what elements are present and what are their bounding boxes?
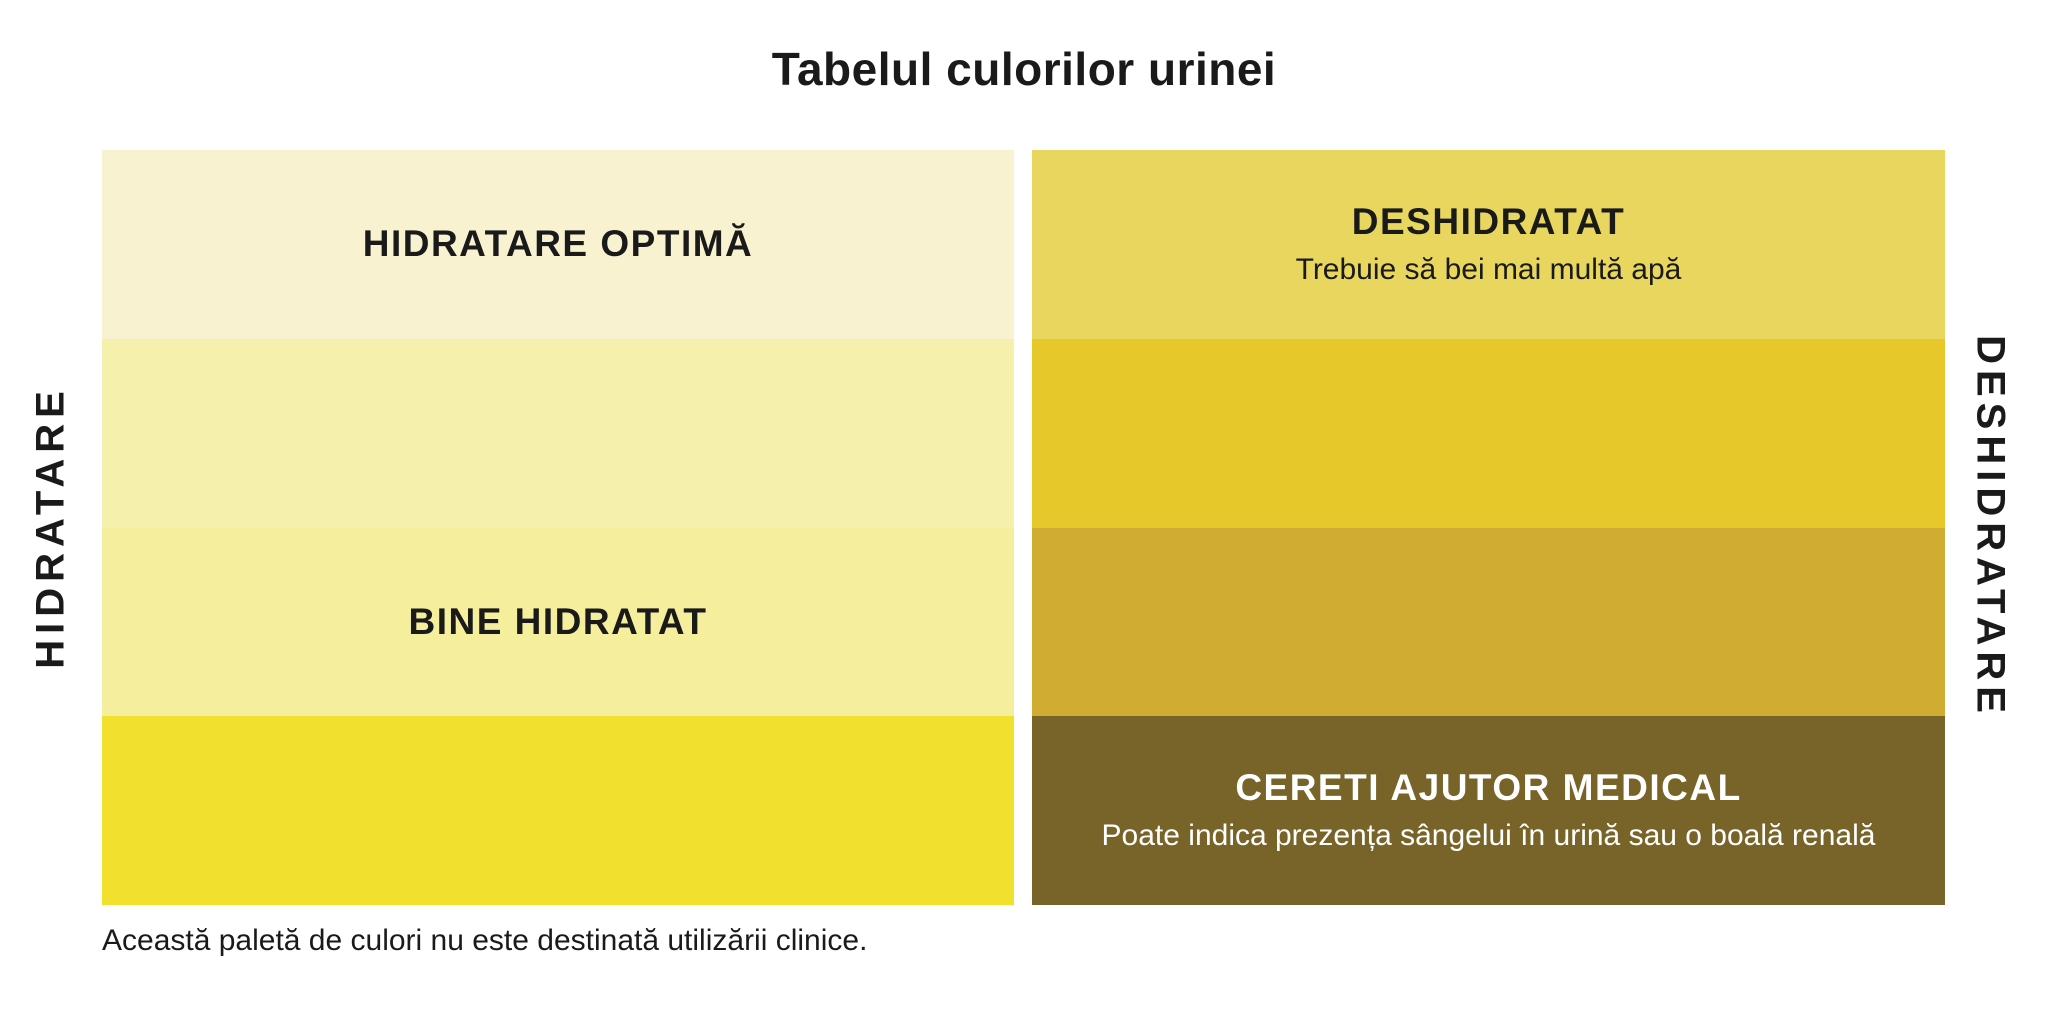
band-well-hydrated-heading: BINE HIDRATAT	[408, 600, 708, 642]
band-dehydrated-subheading: Trebuie să bei mai multă apă	[1295, 253, 1682, 287]
hydration-axis-label: HIDRATARE	[28, 385, 73, 669]
band-well-hydrated: BINE HIDRATAT	[102, 527, 1014, 717]
color-chart: HIDRATARE OPTIMĂ BINE HIDRATAT DESHIDRAT…	[102, 150, 1945, 905]
band-hydrated-4	[102, 716, 1014, 905]
band-seek-medical-help-heading: CERETI AJUTOR MEDICAL	[1235, 766, 1742, 808]
band-seek-medical-help: CERETI AJUTOR MEDICAL Poate indica preze…	[1032, 716, 1945, 905]
band-dehydrated: DESHIDRATAT Trebuie să bei mai multă apă	[1032, 150, 1945, 339]
band-hydrated-2	[102, 338, 1014, 528]
page-title: Tabelul culorilor urinei	[771, 43, 1277, 95]
band-optimal-hydration: HIDRATARE OPTIMĂ	[102, 150, 1014, 339]
dehydration-column: DESHIDRATAT Trebuie să bei mai multă apă…	[1032, 150, 1945, 905]
band-seek-medical-help-subheading: Poate indica prezența sângelui în urină …	[1101, 819, 1876, 853]
hydration-column: HIDRATARE OPTIMĂ BINE HIDRATAT	[102, 150, 1014, 905]
dehydration-axis-label: DESHIDRATARE	[1968, 335, 2013, 719]
band-dehydrated-heading: DESHIDRATAT	[1351, 200, 1626, 242]
band-dehydrated-3	[1032, 527, 1945, 717]
band-dehydrated-2	[1032, 338, 1945, 528]
disclaimer-note: Această paletă de culori nu este destina…	[102, 924, 868, 957]
band-optimal-hydration-heading: HIDRATARE OPTIMĂ	[362, 223, 754, 265]
column-divider	[1014, 150, 1032, 905]
